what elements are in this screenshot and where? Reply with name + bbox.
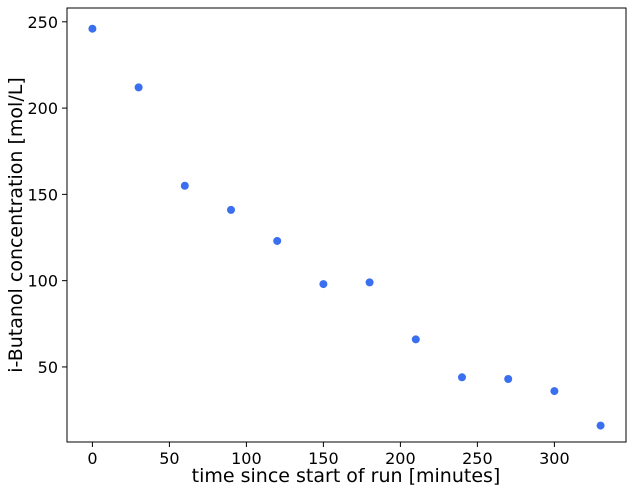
y-axis-ticks: 50 100 150 200 250 (27, 13, 67, 377)
data-point (180, 181, 189, 190)
data-point (273, 236, 282, 245)
data-point (134, 83, 143, 92)
x-tick-label: 200 (385, 449, 416, 468)
data-point (457, 373, 466, 382)
plot-area (66, 7, 627, 443)
y-axis-label: i-Butanol concentration [mol/L] (5, 77, 27, 372)
x-tick-label: 100 (231, 449, 262, 468)
data-point (365, 278, 374, 287)
y-tick-label: 200 (27, 99, 58, 118)
data-point (227, 205, 236, 214)
y-tick-label: 150 (27, 185, 58, 204)
data-point (596, 421, 605, 430)
data-point (504, 375, 513, 384)
x-tick-label: 250 (462, 449, 493, 468)
y-tick-label: 50 (38, 358, 58, 377)
y-tick-label: 100 (27, 272, 58, 291)
x-tick-label: 50 (159, 449, 179, 468)
x-tick-label: 150 (308, 449, 339, 468)
data-point (319, 280, 328, 289)
data-point (88, 24, 97, 33)
x-axis-label: time since start of run [minutes] (192, 465, 501, 487)
x-tick-label: 300 (539, 449, 570, 468)
data-points (88, 24, 605, 430)
x-axis-ticks: 0 50 100 150 200 250 300 (87, 442, 570, 468)
data-point (411, 335, 420, 344)
y-tick-label: 250 (27, 13, 58, 32)
x-tick-label: 0 (87, 449, 97, 468)
data-point (550, 387, 559, 396)
